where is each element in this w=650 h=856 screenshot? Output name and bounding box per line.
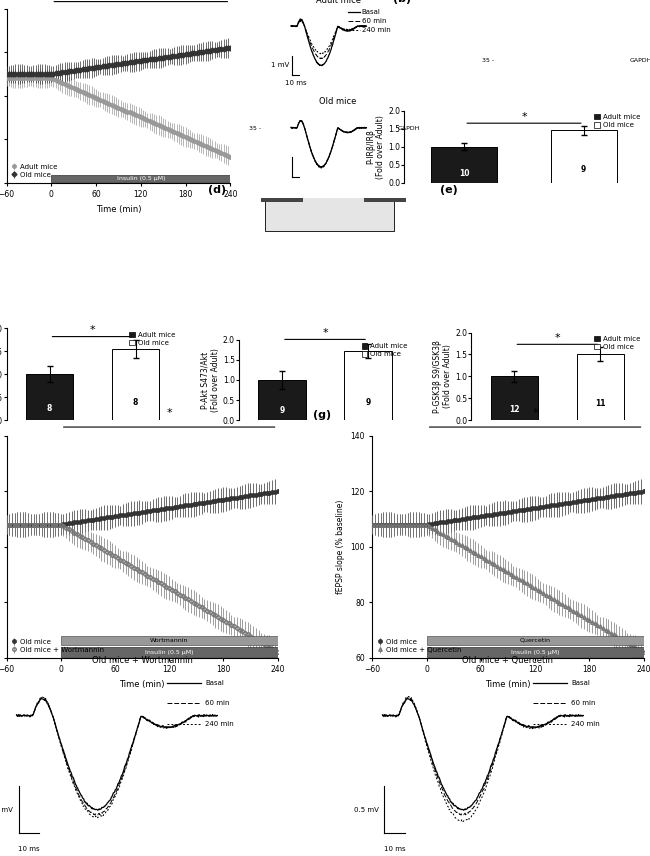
Text: (e): (e)	[440, 185, 458, 195]
Text: 8: 8	[47, 404, 52, 413]
Text: 35 -: 35 -	[482, 58, 494, 62]
X-axis label: Time (min): Time (min)	[485, 680, 530, 689]
Bar	[432, 146, 497, 182]
Text: 240 min: 240 min	[205, 721, 234, 727]
Bar	[26, 374, 73, 420]
Text: *: *	[554, 333, 560, 343]
Text: 8: 8	[133, 398, 138, 407]
Text: 10 ms: 10 ms	[384, 846, 406, 852]
Bar	[344, 351, 392, 420]
Text: 240 min: 240 min	[571, 721, 600, 727]
Text: 60 min: 60 min	[205, 700, 230, 706]
Text: *: *	[521, 112, 527, 122]
Bar	[493, 0, 536, 149]
Legend: Adult mice, Old mice: Adult mice, Old mice	[362, 343, 408, 358]
Legend: Old mice, Old mice + Quercetin: Old mice, Old mice + Quercetin	[376, 637, 463, 654]
Text: GAPDH: GAPDH	[397, 126, 420, 131]
Bar	[577, 354, 624, 420]
Text: 240 min: 240 min	[362, 27, 391, 33]
Text: *: *	[532, 408, 538, 419]
Bar	[51, 175, 230, 182]
X-axis label: Time (min): Time (min)	[96, 205, 141, 214]
Text: Basal: Basal	[205, 680, 224, 686]
Text: Insulin (0.5 μM): Insulin (0.5 μM)	[511, 650, 559, 655]
Bar	[497, 0, 627, 183]
Text: Old mice: Old mice	[319, 98, 357, 106]
Text: 11: 11	[595, 399, 606, 408]
Bar	[32, 0, 161, 105]
Bar	[426, 647, 644, 657]
Text: 9: 9	[280, 406, 285, 414]
Bar	[258, 380, 306, 420]
Text: Basal: Basal	[362, 9, 381, 15]
Text: 9: 9	[581, 165, 586, 174]
Bar	[364, 55, 406, 202]
Legend: Adult mice, Old mice: Adult mice, Old mice	[594, 336, 640, 350]
Text: 10 ms: 10 ms	[285, 80, 306, 86]
Bar	[597, 0, 639, 149]
Text: 10: 10	[459, 169, 469, 178]
Bar	[491, 377, 538, 420]
Bar	[426, 636, 644, 645]
Text: Basal: Basal	[571, 680, 590, 686]
Text: *: *	[166, 408, 172, 419]
Text: (b): (b)	[393, 0, 411, 4]
Text: 35 -: 35 -	[249, 126, 261, 131]
Text: 60 min: 60 min	[571, 700, 595, 706]
Text: (g): (g)	[313, 410, 331, 420]
Text: Old mice + Wortmannin: Old mice + Wortmannin	[92, 656, 192, 664]
Text: Quercetin: Quercetin	[519, 638, 551, 643]
Text: Adult mice: Adult mice	[316, 0, 361, 5]
Text: Wortmannin: Wortmannin	[150, 638, 188, 643]
Text: *: *	[322, 328, 328, 338]
Bar	[87, 0, 115, 59]
Text: (d): (d)	[208, 185, 226, 195]
Y-axis label: P-Akt S473/Akt
(Fold over Adult): P-Akt S473/Akt (Fold over Adult)	[200, 348, 220, 412]
Text: *: *	[90, 325, 96, 336]
Text: 60 min: 60 min	[362, 18, 386, 24]
Text: 12: 12	[509, 405, 519, 413]
Legend: Adult mice, Old mice: Adult mice, Old mice	[594, 114, 640, 128]
Text: Insulin (0.5 μM): Insulin (0.5 μM)	[116, 176, 165, 181]
Y-axis label: P-IRβ/IRβ
(Fold over Adult): P-IRβ/IRβ (Fold over Adult)	[366, 115, 385, 179]
Bar	[261, 55, 303, 202]
Text: 10 ms: 10 ms	[18, 846, 40, 852]
Legend: Adult mice, Old mice: Adult mice, Old mice	[129, 332, 176, 346]
X-axis label: Time (min): Time (min)	[120, 680, 165, 689]
Y-axis label: fEPSP slope (% baseline): fEPSP slope (% baseline)	[336, 500, 344, 594]
Bar	[36, 0, 64, 59]
Bar	[551, 130, 617, 182]
Bar	[112, 349, 159, 420]
Bar	[265, 27, 394, 231]
Legend: Old mice, Old mice + Wortmannin: Old mice, Old mice + Wortmannin	[10, 637, 105, 654]
Legend: Adult mice, Old mice: Adult mice, Old mice	[10, 163, 58, 179]
Text: 0.5 mV: 0.5 mV	[0, 807, 12, 813]
Bar	[60, 647, 278, 657]
Bar	[139, 0, 167, 59]
Y-axis label: P-GSK3β S9/GSK3β
(Fold over Adult): P-GSK3β S9/GSK3β (Fold over Adult)	[433, 340, 452, 413]
Text: Old mice + Quercetin: Old mice + Quercetin	[462, 656, 553, 664]
Bar	[60, 636, 278, 645]
Text: GAPDH: GAPDH	[630, 58, 650, 62]
Text: 1 mV: 1 mV	[271, 62, 289, 68]
Text: Insulin (0.5 μM): Insulin (0.5 μM)	[145, 650, 194, 655]
Text: 0.5 mV: 0.5 mV	[354, 807, 378, 813]
Text: 9: 9	[365, 398, 370, 407]
